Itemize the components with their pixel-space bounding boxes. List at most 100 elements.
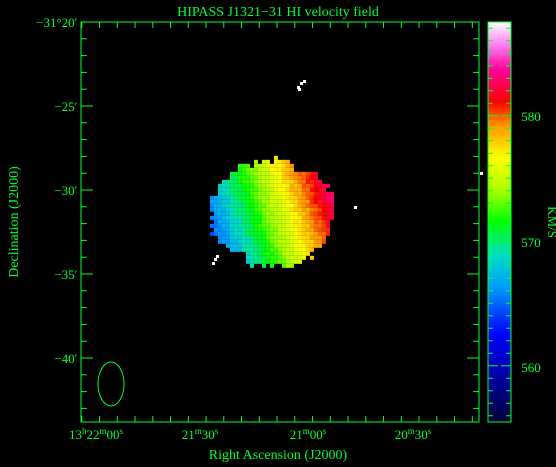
velocity-pixel [277, 175, 282, 180]
velocity-pixel [229, 199, 234, 204]
velocity-pixel [225, 207, 230, 212]
velocity-pixel [257, 167, 262, 172]
velocity-pixel [265, 247, 270, 252]
velocity-pixel [285, 247, 290, 252]
velocity-pixel [269, 163, 274, 168]
velocity-pixel [265, 255, 270, 260]
noise-pixel [298, 88, 301, 91]
velocity-pixel [325, 219, 330, 224]
velocity-pixel [245, 231, 250, 236]
velocity-pixel [289, 243, 294, 248]
velocity-pixel [317, 191, 322, 196]
velocity-pixel [257, 203, 262, 208]
velocity-pixel [317, 207, 322, 212]
velocity-pixel [305, 223, 310, 228]
velocity-pixel [213, 231, 218, 236]
noise-pixel [297, 86, 300, 89]
velocity-pixel [297, 255, 302, 260]
velocity-pixel [317, 235, 322, 240]
velocity-pixel [301, 187, 306, 192]
velocity-pixel [269, 167, 274, 172]
velocity-pixel [321, 207, 326, 212]
velocity-pixel [329, 215, 334, 220]
velocity-pixel [313, 219, 318, 224]
velocity-pixel [229, 227, 234, 232]
colorbar-axis-label: KM/S [545, 206, 556, 238]
colorbar-tick-label: 570 [521, 235, 541, 250]
velocity-pixel [277, 207, 282, 212]
velocity-pixel [237, 179, 242, 184]
velocity-pixel [261, 199, 266, 204]
velocity-pixel [257, 187, 262, 192]
velocity-pixel [281, 251, 286, 256]
velocity-pixel [325, 183, 330, 188]
velocity-pixel [289, 171, 294, 176]
velocity-pixel [301, 219, 306, 224]
velocity-pixel [245, 215, 250, 220]
velocity-pixel [285, 251, 290, 256]
velocity-pixel [217, 219, 222, 224]
velocity-pixel [249, 199, 254, 204]
velocity-pixel [265, 211, 270, 216]
velocity-pixel [237, 171, 242, 176]
velocity-pixel [289, 223, 294, 228]
velocity-pixel [241, 191, 246, 196]
velocity-pixel [273, 155, 278, 160]
velocity-pixel [257, 223, 262, 228]
velocity-pixel [237, 167, 242, 172]
velocity-pixel [245, 195, 250, 200]
velocity-pixel [257, 211, 262, 216]
velocity-pixel [213, 199, 218, 204]
velocity-pixel [313, 195, 318, 200]
velocity-pixel [285, 243, 290, 248]
velocity-pixel [301, 215, 306, 220]
velocity-pixel [273, 255, 278, 260]
velocity-pixel [229, 195, 234, 200]
velocity-pixel [233, 183, 238, 188]
velocity-pixel [265, 251, 270, 256]
velocity-pixel [285, 167, 290, 172]
velocity-pixel [281, 231, 286, 236]
velocity-pixel [221, 191, 226, 196]
velocity-pixel [273, 215, 278, 220]
noise-pixel [300, 82, 303, 85]
velocity-pixel [273, 239, 278, 244]
velocity-pixel [213, 203, 218, 208]
velocity-pixel [257, 171, 262, 176]
velocity-pixel [225, 211, 230, 216]
velocity-pixel [213, 219, 218, 224]
velocity-pixel [273, 231, 278, 236]
velocity-pixel [325, 203, 330, 208]
velocity-pixel [229, 235, 234, 240]
velocity-pixel [229, 223, 234, 228]
velocity-pixel [245, 171, 250, 176]
velocity-pixel [329, 203, 334, 208]
velocity-pixel [237, 199, 242, 204]
velocity-pixel [305, 187, 310, 192]
velocity-pixel [329, 211, 334, 216]
velocity-pixel [229, 203, 234, 208]
velocity-pixel [321, 239, 326, 244]
velocity-pixel [245, 259, 250, 264]
velocity-pixel [237, 247, 242, 252]
velocity-pixel [285, 175, 290, 180]
velocity-pixel [329, 199, 334, 204]
velocity-pixel [221, 187, 226, 192]
velocity-pixel [297, 171, 302, 176]
velocity-pixel [285, 207, 290, 212]
velocity-pixel [293, 231, 298, 236]
velocity-pixel [265, 243, 270, 248]
velocity-pixel [217, 191, 222, 196]
velocity-pixel [245, 247, 250, 252]
velocity-pixel [265, 163, 270, 168]
velocity-pixel [321, 195, 326, 200]
velocity-pixel [289, 175, 294, 180]
velocity-pixel [281, 207, 286, 212]
velocity-pixel [281, 243, 286, 248]
velocity-pixel [217, 239, 222, 244]
velocity-pixel [309, 255, 314, 260]
velocity-pixel [253, 191, 258, 196]
velocity-pixel [249, 247, 254, 252]
velocity-pixel [221, 223, 226, 228]
velocity-pixel [249, 191, 254, 196]
